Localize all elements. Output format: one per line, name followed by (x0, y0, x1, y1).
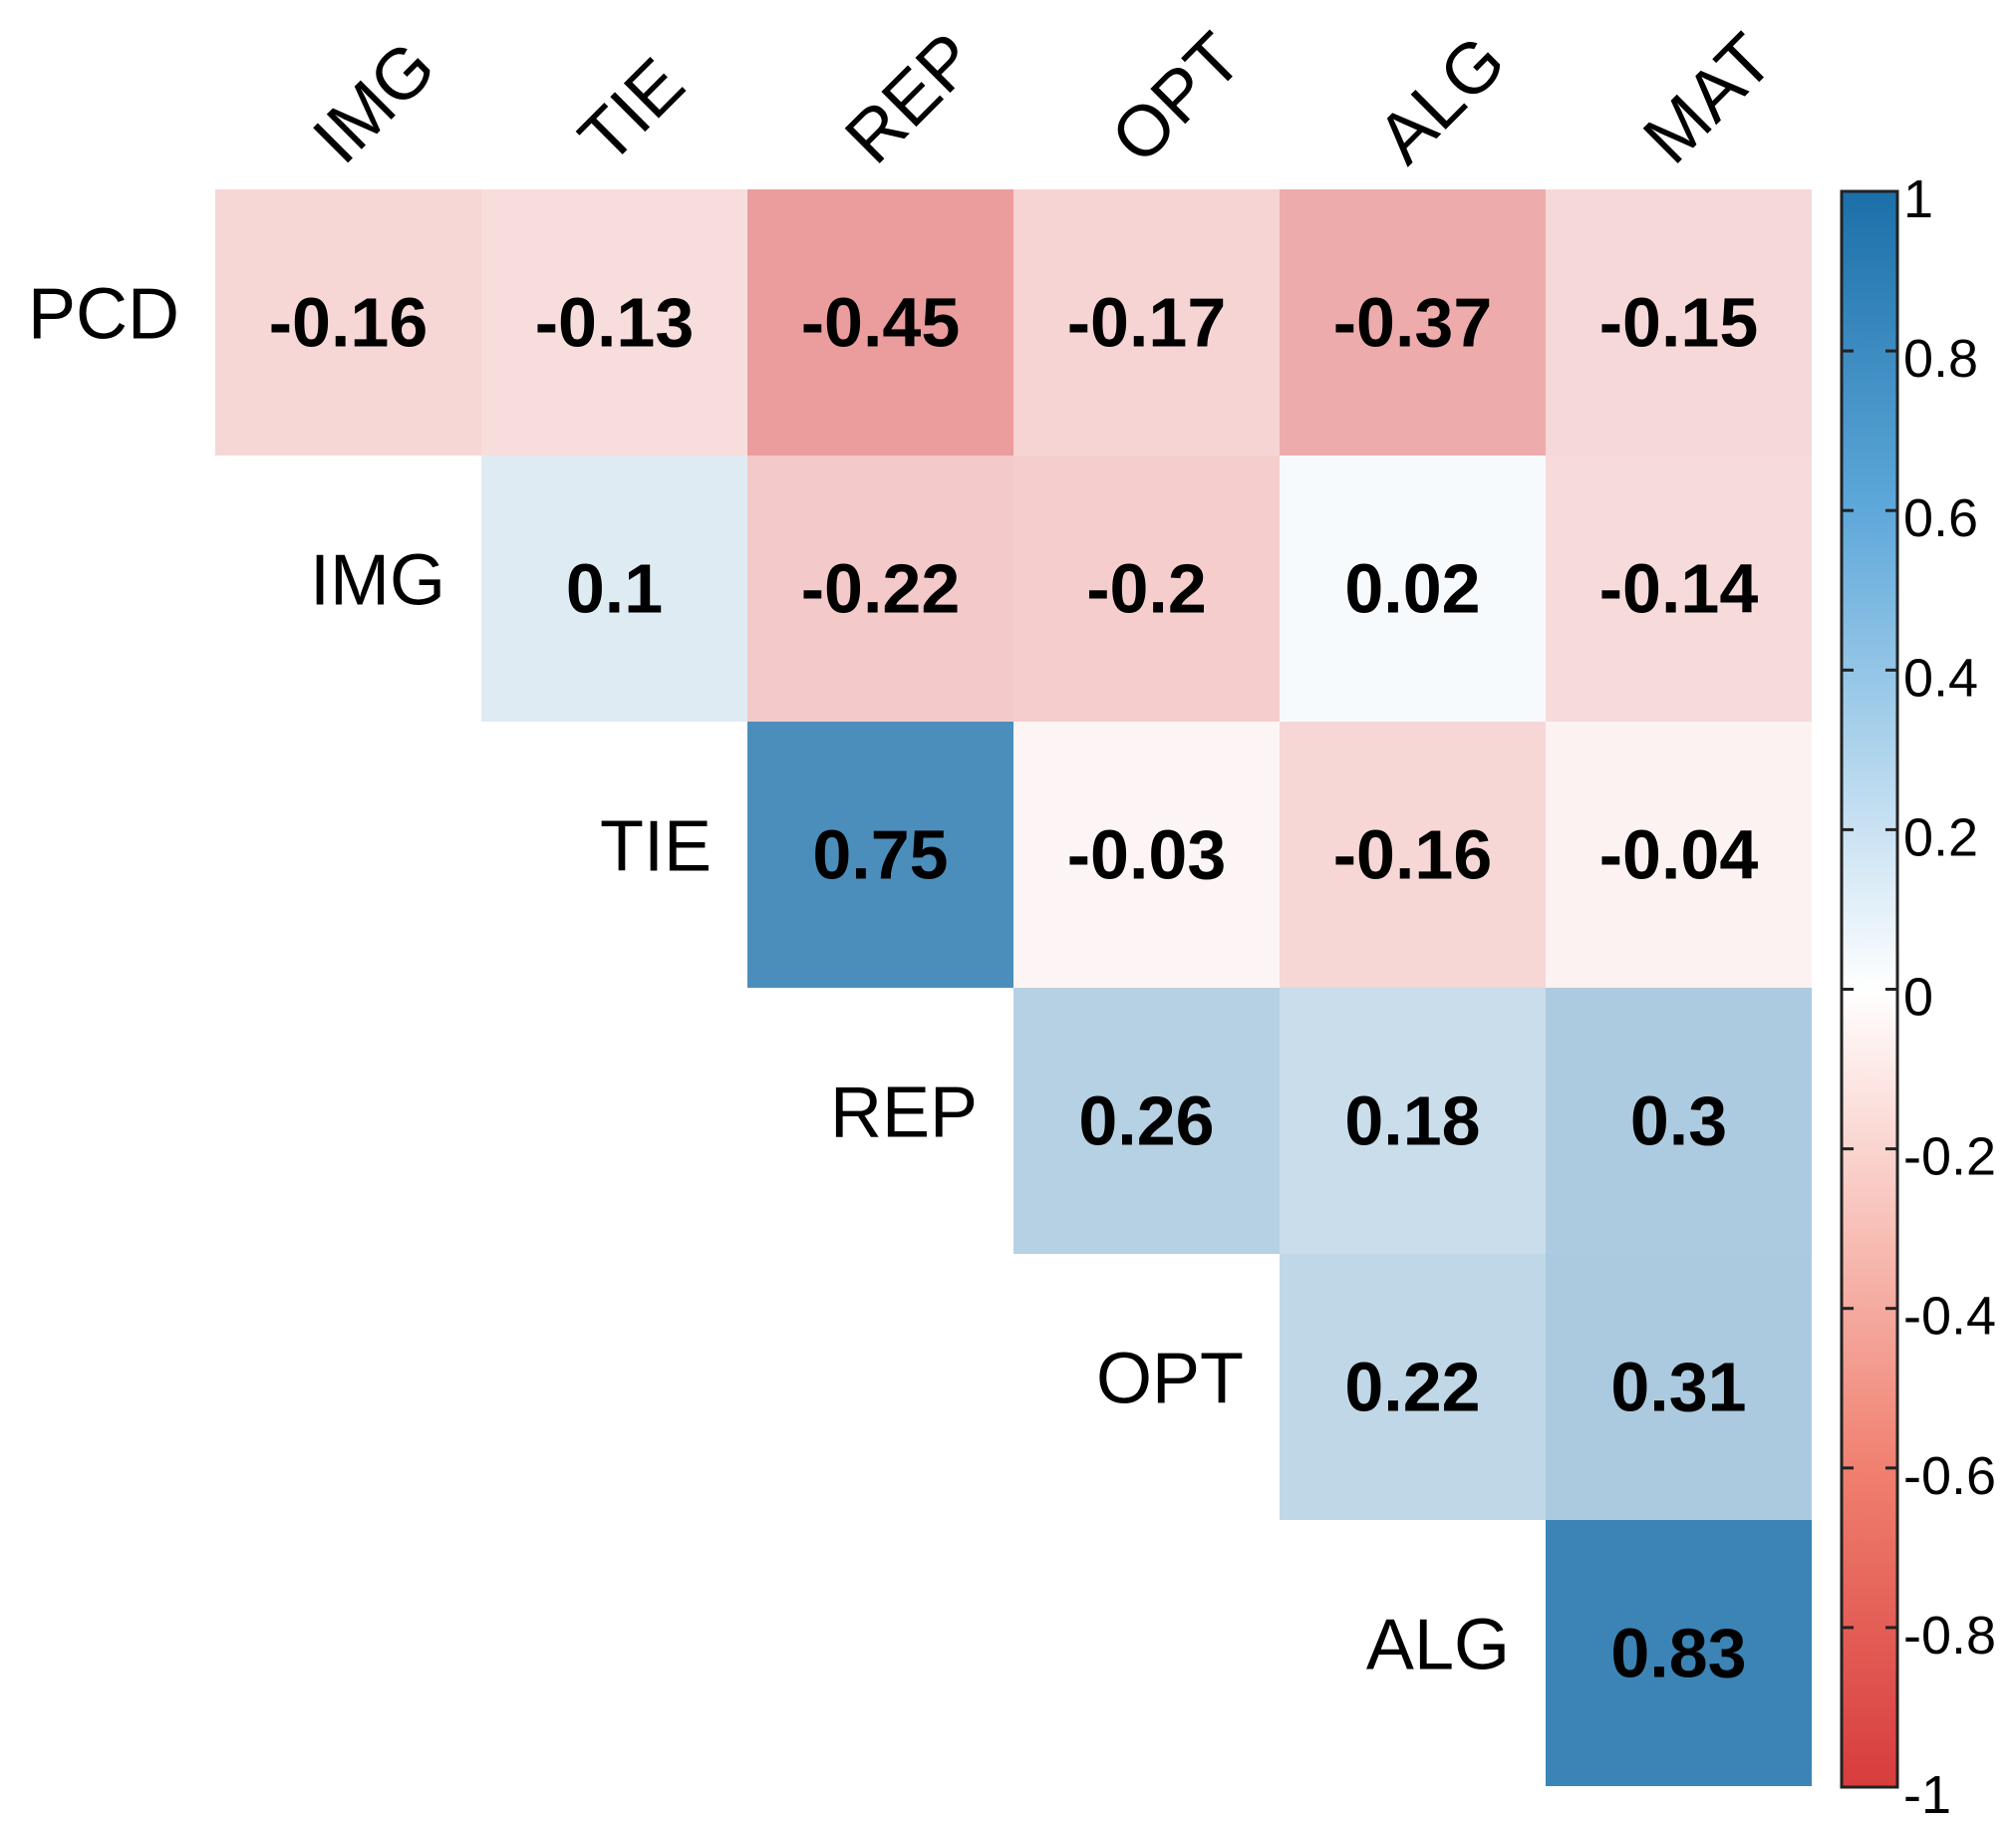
colorbar-tick-label: -0.2 (1903, 1127, 1996, 1187)
cell-value-label: -0.37 (1333, 284, 1493, 362)
colorbar-tick-label: -0.6 (1903, 1446, 1996, 1506)
row-label: TIE (600, 807, 712, 887)
cell-value-label: 0.02 (1344, 550, 1480, 628)
heatmap-cell (1546, 1520, 1812, 1786)
heatmap-cell (747, 722, 1013, 988)
heatmap-cell (1280, 988, 1546, 1254)
heatmap-cell (1280, 456, 1546, 722)
cell-value-label: -0.03 (1067, 816, 1227, 894)
cell-value-label: 0.1 (566, 550, 663, 628)
cell-value-label: -0.16 (269, 284, 429, 362)
column-label: ALG (1362, 21, 1520, 178)
colorbar-tick-label: 0.6 (1903, 488, 1978, 548)
row-labels: PCD IMG TIE REP OPT ALG (28, 275, 1510, 1685)
cell-value-label: 0.83 (1610, 1615, 1746, 1692)
heatmap-cell (215, 189, 481, 456)
colorbar-tick-label: -0.8 (1903, 1606, 1996, 1666)
heatmap-cell (1546, 189, 1812, 456)
colorbar-tick-label: -1 (1903, 1765, 1951, 1825)
heatmap-cell (1013, 456, 1280, 722)
cell-value-label: -0.04 (1599, 816, 1759, 894)
colorbar-tick-label: 0 (1903, 968, 1933, 1028)
cell-value-label: 0.18 (1344, 1082, 1480, 1160)
heatmap-cell (1013, 722, 1280, 988)
heatmap-cell (1280, 189, 1546, 456)
colorbar-tick-label: 0.2 (1903, 807, 1978, 867)
row-label: OPT (1096, 1340, 1244, 1419)
heatmap-cells: -0.16 -0.13 -0.45 -0.17 -0.37 -0.15 0.1 -0.22 -0… (215, 189, 1812, 1786)
heatmap-cell (1546, 722, 1812, 988)
cell-value-label: -0.16 (1333, 816, 1493, 894)
heatmap-cell (1546, 456, 1812, 722)
colorbar-tick-label: -0.4 (1903, 1287, 1996, 1347)
column-labels: IMG TIE REP OPT ALG MAT (298, 18, 1788, 178)
heatmap-cell (747, 189, 1013, 456)
column-label: REP (830, 18, 991, 178)
heatmap-cell (1280, 1254, 1546, 1520)
colorbar-tick-label: 0.8 (1903, 329, 1978, 389)
cell-value-label: -0.14 (1599, 550, 1759, 628)
heatmap-cell (481, 456, 747, 722)
row-label: PCD (28, 275, 179, 355)
cell-value-label: 0.22 (1344, 1349, 1480, 1426)
cell-value-label: -0.45 (801, 284, 961, 362)
heatmap-cell (1546, 988, 1812, 1254)
cell-value-label: 0.26 (1078, 1082, 1214, 1160)
row-label: REP (830, 1073, 978, 1153)
cell-value-label: 0.31 (1610, 1349, 1746, 1426)
colorbar: 1 0.8 0.6 0.4 0.2 0 -0.2 -0.4 -0.6 -0.8 -1 (1840, 169, 1996, 1825)
colorbar-tick-label: 1 (1903, 169, 1933, 229)
column-label: MAT (1628, 19, 1788, 178)
row-label: ALG (1366, 1606, 1510, 1685)
cell-value-label: -0.22 (801, 550, 961, 628)
heatmap-cell (1280, 722, 1546, 988)
heatmap-cell (1546, 1254, 1812, 1520)
heatmap-cell (747, 456, 1013, 722)
heatmap-cell (481, 189, 747, 456)
cell-value-label: -0.15 (1599, 284, 1759, 362)
cell-value-label: 0.3 (1630, 1082, 1727, 1160)
cell-value-label: -0.2 (1086, 550, 1207, 628)
column-label: IMG (298, 27, 450, 179)
cell-value-label: -0.17 (1067, 284, 1227, 362)
column-label: OPT (1096, 18, 1257, 178)
heatmap-cell (1013, 988, 1280, 1254)
column-label: TIE (564, 44, 700, 179)
colorbar-tick-label: 0.4 (1903, 648, 1978, 708)
heatmap-cell (1013, 189, 1280, 456)
cell-value-label: -0.13 (535, 284, 695, 362)
cell-value-label: 0.75 (812, 816, 948, 894)
row-label: IMG (310, 541, 445, 621)
